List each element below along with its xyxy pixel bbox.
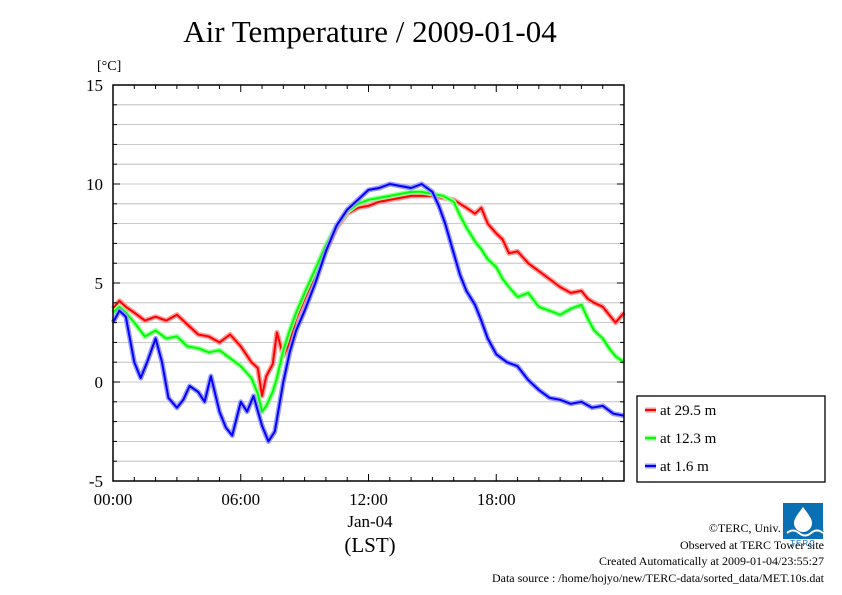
x-tick-label: 00:00 [94,490,133,509]
y-tick-label: 10 [86,175,103,194]
tick-labels: 00:00 06:00 12:00 18:00 -5 0 5 10 15 [86,76,516,509]
x-tick-label: 18:00 [477,490,516,509]
credit-data-source: Data source : /home/hojyo/new/TERC-data/… [491,570,824,585]
y-axis-label: [°C] [97,59,121,74]
logo-text: TERC [790,539,816,548]
y-tick-label: 15 [86,76,103,95]
legend-label: at 12.3 m [660,431,717,447]
y-tick-label: 5 [95,274,104,293]
legend-label: at 29.5 m [660,403,717,419]
credits-block: ©TERC, Univ. Tsukuba Observed at TERC To… [492,520,824,586]
credit-created: Created Automatically at 2009-01-04/23:5… [599,554,824,568]
series-halo [110,181,625,444]
series-halo [111,189,626,415]
legend-label: at 1.6 m [660,459,709,475]
series-line [112,190,625,413]
grid-lines [113,104,624,462]
legend: at 29.5 m at 12.3 m at 1.6 m [636,395,826,483]
legend-box [636,395,826,483]
series-halo [111,193,626,399]
credit-copyright: ©TERC, Univ. Tsukuba [708,521,824,535]
series-layer [110,181,626,444]
y-tick-label: -5 [89,472,103,491]
axis-ticks [112,84,625,482]
series-line [112,183,625,443]
x-tick-label: 12:00 [349,490,388,509]
x-tick-label: 06:00 [221,490,260,509]
date-label: Jan-04 [347,512,393,531]
terc-logo-icon [783,503,823,539]
y-tick-label: 0 [95,373,104,392]
credit-site: Observed at TERC Tower site [679,537,824,552]
series-line [112,194,625,397]
chart-title: Air Temperature / 2009-01-04 [183,14,557,49]
x-axis-label: (LST) [344,533,395,557]
